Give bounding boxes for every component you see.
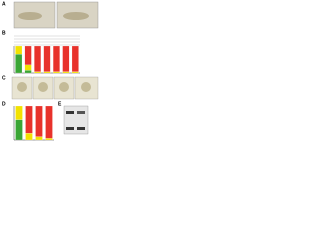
bar-segment xyxy=(25,105,33,134)
bar-segment xyxy=(45,138,53,141)
figure: A B C D E xyxy=(2,1,99,141)
panel-label: A xyxy=(2,1,6,7)
panel-label: D xyxy=(2,101,6,107)
bar-segment xyxy=(34,45,41,72)
panel-label: E xyxy=(58,101,62,107)
bar-segment xyxy=(35,105,43,137)
panel-label: B xyxy=(2,30,6,36)
bar-segment xyxy=(24,45,32,65)
bar-segment xyxy=(43,71,51,74)
bar-segment xyxy=(71,71,79,74)
bar-segment xyxy=(15,119,23,141)
bar-segment xyxy=(62,45,70,72)
bar-segment xyxy=(15,53,23,74)
panel-label: C xyxy=(2,75,6,81)
bar-segment xyxy=(35,136,43,141)
condition-table xyxy=(14,35,80,46)
bar-segment xyxy=(71,45,79,72)
bar-segment xyxy=(53,71,60,74)
bar-segment xyxy=(15,45,23,55)
bar-segment xyxy=(15,105,23,120)
bar-segment xyxy=(24,64,32,71)
bar-segment xyxy=(45,105,53,139)
bar-segment xyxy=(24,70,32,74)
bar-segment xyxy=(34,71,41,74)
bar-segment xyxy=(25,133,33,141)
bar-segment xyxy=(62,71,70,74)
bar-segment xyxy=(43,45,51,72)
embryo-row xyxy=(11,76,99,100)
western-blot xyxy=(63,105,89,135)
bar-segment xyxy=(53,45,60,72)
embryo xyxy=(63,12,89,20)
embryo xyxy=(18,12,42,20)
